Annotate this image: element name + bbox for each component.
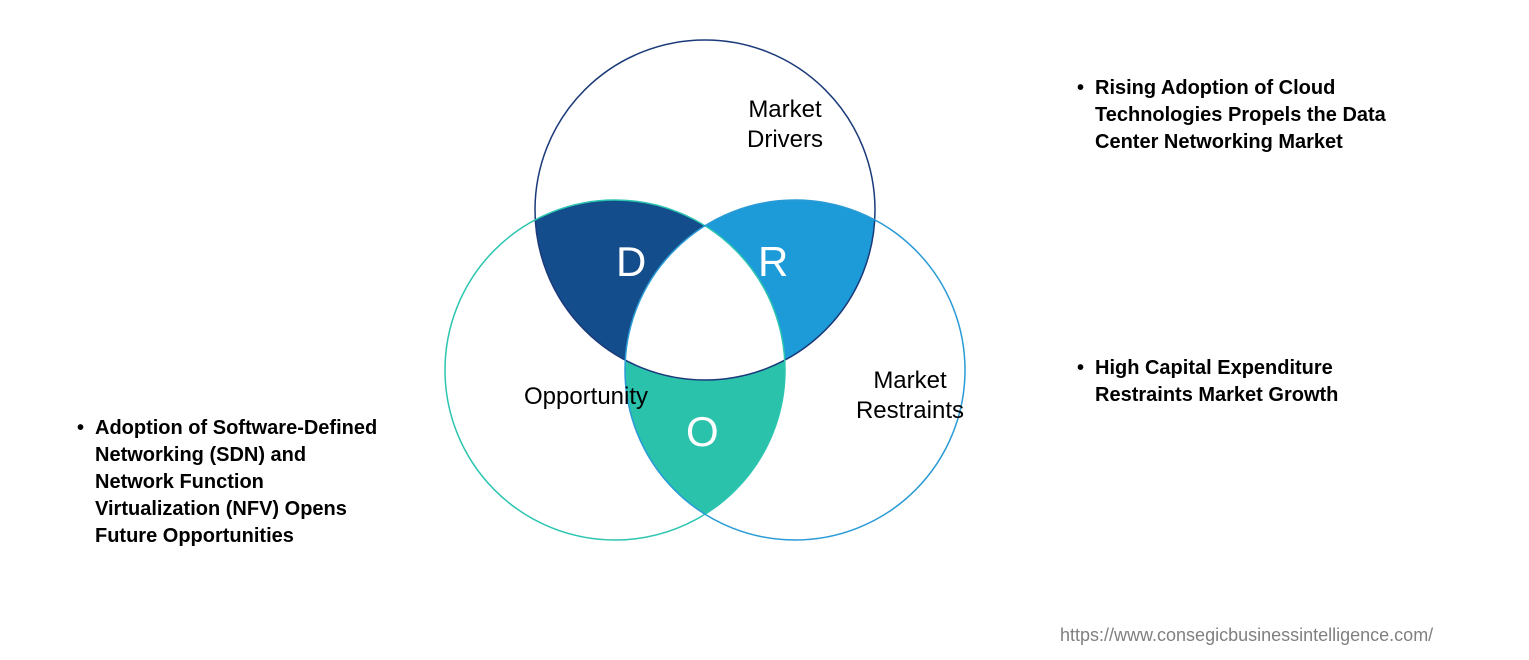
bullet-drivers: Rising Adoption of Cloud Technologies Pr…	[1095, 75, 1425, 156]
label-market-drivers: Market Drivers	[705, 95, 865, 155]
letter-d: D	[616, 238, 646, 286]
bullet-restraints: High Capital Expenditure Restraints Mark…	[1095, 355, 1395, 409]
label-opportunity: Opportunity	[496, 382, 676, 412]
label-market-restraints-line2: Restraints	[856, 397, 964, 424]
bullet-opportunity: Adoption of Software-Defined Networking …	[95, 415, 385, 550]
label-market-drivers-line1: Market	[748, 96, 821, 123]
label-market-drivers-line2: Drivers	[747, 126, 823, 153]
letter-r: R	[758, 238, 788, 286]
label-opportunity-line1: Opportunity	[524, 383, 648, 410]
source-url: https://www.consegicbusinessintelligence…	[1060, 625, 1433, 646]
letter-o: O	[686, 408, 719, 456]
label-market-restraints: Market Restraints	[820, 366, 1000, 426]
label-market-restraints-line1: Market	[873, 367, 946, 394]
diagram-container: Market Drivers Opportunity Market Restra…	[0, 0, 1529, 660]
